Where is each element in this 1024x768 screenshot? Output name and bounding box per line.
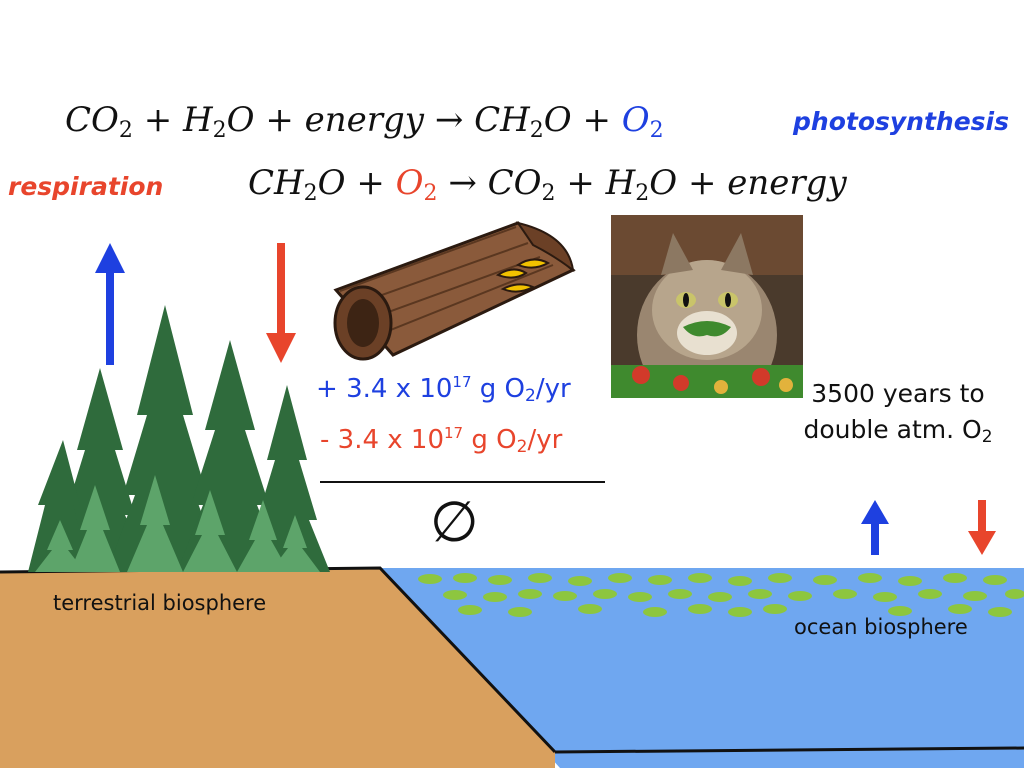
ocean-water [380, 568, 1024, 768]
net-zero-symbol: ∅ [430, 490, 479, 555]
ocean-floor-line [554, 746, 1024, 754]
respiration-label: respiration [8, 172, 164, 201]
production-flux: + 3.4 x 1017 g O2/yr [316, 373, 571, 406]
forest-icon [28, 305, 330, 572]
ocean-biosphere-label: ocean biosphere [794, 615, 968, 639]
consumption-flux: - 3.4 x 1017 g O2/yr [320, 424, 563, 457]
cat-eating-salad-icon [611, 215, 803, 398]
ocean-o2-up-arrow-icon [861, 500, 889, 555]
land-o2-up-arrow-icon [95, 243, 125, 365]
terrestrial-biosphere-label: terrestrial biosphere [53, 591, 267, 615]
land-o2-down-arrow-icon [266, 243, 296, 363]
respiration-equation: CH2O + O2 → CO2 + H2O + energy [248, 163, 847, 206]
sum-divider-line [320, 481, 605, 483]
rotting-log-icon [333, 221, 576, 361]
photosynthesis-label: photosynthesis [793, 107, 1010, 136]
doubling-time-note: 3500 years to double atm. O2 [778, 376, 1018, 448]
ocean-o2-down-arrow-icon [968, 500, 996, 555]
photosynthesis-equation: CO2 + H2O + energy → CH2O + O2 [65, 100, 664, 143]
land-mass [0, 568, 555, 768]
doubling-note-line1: 3500 years to [811, 379, 985, 408]
plankton-layer [418, 573, 1024, 617]
doubling-note-line2: double atm. O2 [803, 415, 993, 447]
